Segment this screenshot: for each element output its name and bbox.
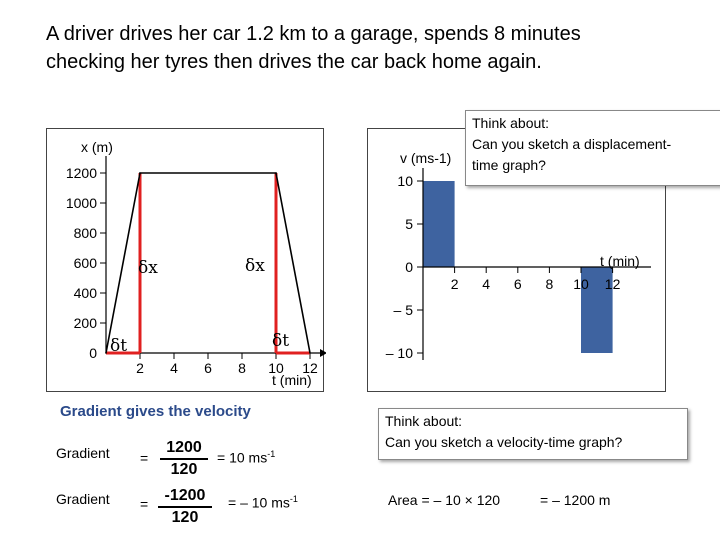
vt-x-tick-label: 8 — [546, 276, 554, 292]
gradient-fraction-2: -1200 120 — [158, 486, 212, 528]
xt-x-tick-label: 10 — [268, 360, 284, 376]
xt-x-axis-label: t (min) — [272, 372, 312, 388]
callout-top-line2: Can you sketch a displacement- — [472, 136, 672, 152]
vt-y-axis-label: v (ms-1) — [400, 150, 451, 166]
gradient-numerator-2: -1200 — [158, 486, 212, 508]
xt-y-tick-label: 200 — [74, 315, 98, 331]
callout-displacement-time: Think about: Can you sketch a displaceme… — [465, 110, 720, 186]
gradient-numerator-1: 1200 — [160, 438, 208, 460]
area-result: = – 1200 m — [540, 492, 611, 508]
gradient-result-1: = 10 ms-1 — [217, 449, 276, 466]
gradient-denominator-2: 120 — [171, 509, 199, 526]
xt-y-tick-label: 400 — [74, 285, 98, 301]
xt-x-tick-label: 8 — [238, 360, 246, 376]
gradient-fraction-1: 1200 120 — [160, 438, 208, 480]
xt-annotation-dx-2: δx — [245, 256, 265, 276]
xt-annotation-dt-2: δt — [272, 331, 289, 351]
area-expression: Area = – 10 × 120 — [388, 492, 501, 508]
xt-x-tick-label: 12 — [302, 360, 318, 376]
vt-x-tick-label: 10 — [573, 276, 589, 292]
xt-y-axis-label: x (m) — [81, 139, 113, 155]
callout-top-line3: time graph? — [472, 157, 546, 173]
vt-x-tick-label: 2 — [451, 276, 459, 292]
gradient-label-2: Gradient — [56, 491, 110, 507]
callout-bottom-line1: Think about: — [385, 413, 463, 429]
vt-y-tick-label: 5 — [405, 216, 413, 232]
callout-top-line1: Think about: — [472, 115, 550, 131]
gradient-denominator-1: 120 — [170, 461, 198, 478]
vt-y-tick-label: 10 — [397, 173, 413, 189]
xt-data-point — [139, 172, 141, 174]
xt-y-tick-label: 800 — [74, 225, 98, 241]
vt-x-tick-label: 4 — [482, 276, 490, 292]
vt-x-tick-label: 6 — [514, 276, 522, 292]
vt-bar-1 — [423, 181, 455, 267]
xt-data-point — [275, 172, 277, 174]
problem-statement: A driver drives her car 1.2 km to a gara… — [46, 23, 581, 73]
displacement-time-panel — [46, 128, 324, 392]
callout-bottom-line2: Can you sketch a velocity-time graph? — [385, 434, 623, 450]
vt-x-tick-label: 12 — [605, 276, 621, 292]
vt-y-tick-label: – 10 — [386, 345, 413, 361]
velocity-time-chart: 10 5 0 – 5 – 10 2 4 6 8 10 12 v (ms-1) t (min) — [386, 150, 651, 361]
vt-bar-2 — [581, 267, 613, 353]
xt-x-tick-label: 2 — [136, 360, 144, 376]
xt-x-tick-label: 6 — [204, 360, 212, 376]
vt-y-tick-label: 0 — [405, 259, 413, 275]
vt-y-tick-label: – 5 — [394, 302, 414, 318]
xt-annotation-dx-1: δx — [138, 258, 158, 278]
vt-x-axis-label: t (min) — [600, 253, 640, 269]
xt-y-tick-label: 600 — [74, 255, 98, 271]
displacement-time-chart: 0 200 400 600 800 1000 1200 2 4 6 8 10 12 x (m) t (min… — [66, 139, 326, 388]
callout-velocity-time: Think about: Can you sketch a velocity-t… — [378, 408, 688, 460]
xt-x-tick-label: 4 — [170, 360, 178, 376]
xt-y-tick-label: 1000 — [66, 195, 97, 211]
gradient-eq-1: = — [140, 450, 149, 466]
xt-x-axis-arrow — [320, 349, 326, 357]
xt-y-tick-label: 1200 — [66, 165, 97, 181]
xt-y-tick-label: 0 — [89, 345, 97, 361]
xt-data-point — [309, 352, 311, 354]
xt-data-point — [105, 352, 107, 354]
gradient-label-1: Gradient — [56, 445, 110, 461]
gradient-eq-2: = — [140, 496, 149, 512]
xt-annotation-dt-1: δt — [110, 336, 127, 356]
xt-series-line — [105, 172, 311, 354]
gradient-result-2: = – 10 ms-1 — [228, 494, 298, 511]
gradient-heading: Gradient gives the velocity — [60, 403, 251, 420]
